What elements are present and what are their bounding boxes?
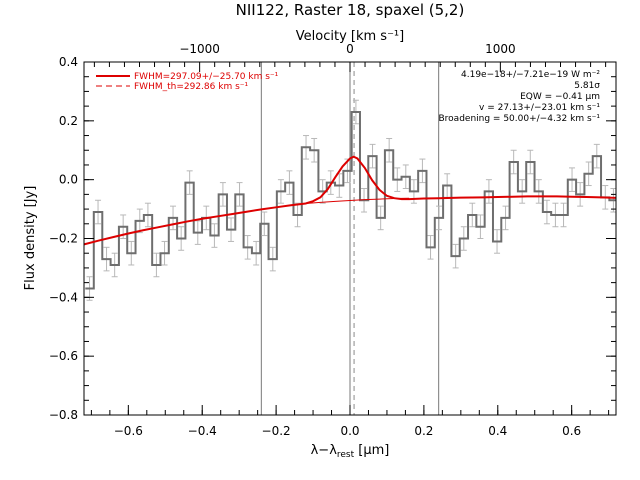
data-series [83,111,617,290]
y-tick-label: 0.4 [59,55,78,69]
legend-entry-fwhm: FWHM=297.09+/−25.70 km s⁻¹ [134,72,279,82]
x-tick-label: −0.6 [114,424,143,438]
legend: FWHM=297.09+/−25.70 km s⁻¹ FWHM_th=292.8… [96,72,279,92]
annotation-line-flux: 4.19e−18+/−7.21e−19 W m⁻² [461,70,600,80]
annotation-velocity: v = 27.13+/−23.01 km s⁻¹ [479,103,600,113]
y-axis-label: Flux density [Jy] [23,186,38,291]
x-tick-label: 0.4 [488,424,507,438]
axis-ticks: −0.6 −0.4 −0.2 0.0 0.2 0.4 0.6 0.4 0.2 0.0 −0.2 −0.… [49,42,616,438]
x-tick-label: 0.0 [340,424,359,438]
y-tick-label: −0.4 [49,290,78,304]
x-axis-label-unit: [μm] [354,443,389,458]
annotation-sigma: 5.81σ [574,81,600,91]
top-tick-label: −1000 [179,42,220,56]
y-tick-label: −0.6 [49,349,78,363]
legend-entry-fwhm-th: FWHM_th=292.86 km s⁻¹ [134,82,249,92]
x-axis-label-subscript: rest [337,450,355,460]
top-axis-label: Velocity [km s⁻¹] [296,29,404,44]
x-axis-label-main: λ−λ [311,443,338,458]
x-tick-label: 0.2 [414,424,433,438]
x-axis-label: λ−λrest [μm] [311,443,390,460]
x-tick-label: 0.6 [562,424,581,438]
y-tick-label: 0.0 [59,173,78,187]
continuum-line [305,197,410,204]
annotation-broadening: Broadening = 50.00+/−4.32 km s⁻¹ [439,114,601,124]
spectrum-step-line [85,111,616,290]
x-tick-label: −0.2 [262,424,291,438]
fit-annotations: 4.19e−18+/−7.21e−19 W m⁻² 5.81σ EQW = −0… [439,70,601,124]
top-tick-label: 0 [346,42,354,56]
y-tick-label: 0.2 [59,114,78,128]
y-tick-label: −0.2 [49,232,78,246]
y-tick-label: −0.8 [49,408,78,422]
reference-lines [260,62,440,415]
x-tick-label: −0.4 [188,424,217,438]
chart-title: NII122, Raster 18, spaxel (5,2) [236,1,465,19]
annotation-eqw: EQW = −0.41 μm [520,92,600,102]
gaussian-fit-line [83,155,617,246]
top-tick-label: 1000 [485,42,516,56]
